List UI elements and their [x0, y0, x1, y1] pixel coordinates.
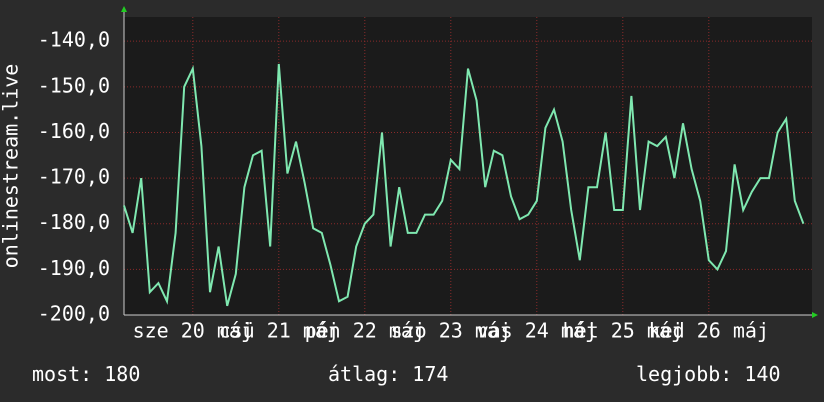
stat-value: 140	[744, 362, 780, 386]
plot-area	[124, 17, 812, 315]
x-tick-label: ked 26 máj	[649, 319, 769, 343]
y-axis-title: onlinestream.live	[0, 64, 23, 269]
footer-stat: átlag: 174	[328, 362, 448, 386]
y-tick-label: -180,0	[38, 210, 110, 234]
x-tick-label: pén 22 máj	[305, 319, 425, 343]
y-tick-label: -190,0	[38, 256, 110, 280]
y-tick-label: -140,0	[38, 28, 110, 52]
stat-label: átlag:	[328, 362, 400, 386]
stat-label: legjobb:	[636, 362, 732, 386]
x-tick-label: sze 20 máj	[133, 319, 253, 343]
stat-value: 180	[104, 362, 140, 386]
y-tick-label: -200,0	[38, 302, 110, 326]
x-tick-label: szo 23 máj	[391, 319, 511, 343]
x-tick-label: hét 25 máj	[563, 319, 683, 343]
data-line	[123, 63, 805, 307]
y-tick-label: -160,0	[38, 119, 110, 143]
x-tick-label: csü 21 máj	[219, 319, 339, 343]
footer-stat: legjobb: 140	[636, 362, 781, 386]
axis-arrow	[121, 6, 127, 12]
y-tick-label: -150,0	[38, 73, 110, 97]
y-tick-label: -170,0	[38, 165, 110, 189]
axis-arrow	[812, 312, 818, 318]
stat-value: 174	[412, 362, 448, 386]
x-tick-label: vas 24 máj	[477, 319, 597, 343]
footer-stat: most: 180	[32, 362, 140, 386]
stat-label: most:	[32, 362, 92, 386]
